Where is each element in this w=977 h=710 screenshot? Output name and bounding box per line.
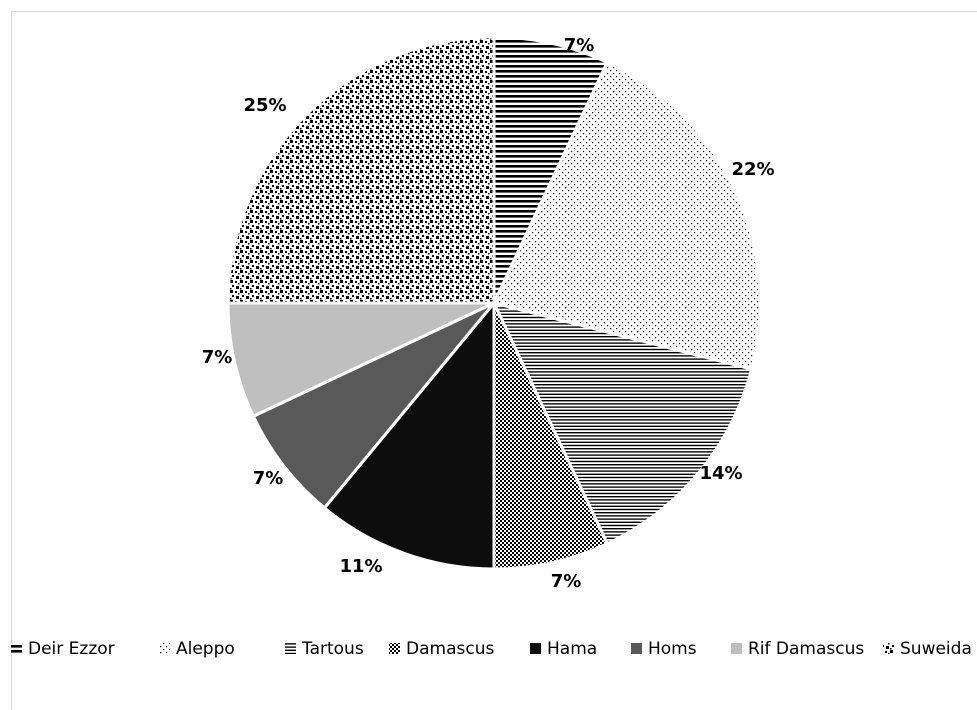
pie-slice-tartous bbox=[491, 300, 754, 546]
pie-slice-hama bbox=[322, 298, 496, 571]
pie-slice-suweida bbox=[226, 35, 496, 305]
legend-item-deir-ezzor: Deir Ezzor bbox=[11, 639, 115, 659]
pie-slice-deir-ezzor bbox=[492, 35, 610, 304]
legend: Deir Ezzor Aleppo Tartous Damascus Hama Homs R… bbox=[11, 639, 972, 659]
legend-item-suweida: Suweida bbox=[883, 639, 972, 659]
legend-label-suweida: Suweida bbox=[900, 639, 972, 659]
legend-item-damascus: Damascus bbox=[389, 639, 494, 659]
legend-label-damascus: Damascus bbox=[406, 639, 494, 659]
pie-slices bbox=[226, 35, 762, 571]
legend-swatch-tartous bbox=[285, 643, 296, 654]
legend-label-hama: Hama bbox=[547, 639, 597, 659]
data-label-hama: 11% bbox=[339, 556, 382, 577]
legend-item-homs: Homs bbox=[631, 639, 697, 659]
legend-item-hama: Hama bbox=[530, 639, 597, 659]
pie-slice-rif-damascus bbox=[226, 301, 495, 419]
data-label-homs: 7% bbox=[253, 468, 284, 489]
legend-label-deir-ezzor: Deir Ezzor bbox=[28, 639, 115, 659]
legend-swatch-damascus bbox=[389, 643, 400, 654]
legend-swatch-deir-ezzor bbox=[11, 643, 22, 654]
legend-label-homs: Homs bbox=[648, 639, 697, 659]
data-label-damascus: 7% bbox=[551, 571, 582, 592]
pie-slice-homs bbox=[251, 301, 496, 511]
data-label-tartous: 14% bbox=[699, 463, 742, 484]
legend-label-aleppo: Aleppo bbox=[176, 639, 235, 659]
legend-label-tartous: Tartous bbox=[301, 639, 364, 659]
legend-item-tartous: Tartous bbox=[285, 639, 364, 659]
legend-label-rif-damascus: Rif Damascus bbox=[748, 639, 864, 659]
data-label-deir-ezzor: 7% bbox=[564, 35, 595, 56]
data-label-suweida: 25% bbox=[243, 95, 286, 116]
legend-swatch-suweida bbox=[883, 643, 894, 654]
legend-swatch-aleppo bbox=[159, 643, 170, 654]
data-label-aleppo: 22% bbox=[731, 159, 774, 180]
pie-slice-aleppo bbox=[491, 60, 762, 371]
data-label-rif-damascus: 7% bbox=[202, 347, 233, 368]
legend-item-rif-damascus: Rif Damascus bbox=[731, 639, 864, 659]
pie-slice-damascus bbox=[492, 302, 610, 571]
legend-item-aleppo: Aleppo bbox=[159, 639, 235, 659]
legend-swatch-homs bbox=[631, 643, 642, 654]
legend-swatch-hama bbox=[530, 643, 541, 654]
legend-swatch-rif-damascus bbox=[731, 643, 742, 654]
pie-labels: 7% 22% 14% 7% 11% 7% 7% 25% bbox=[202, 35, 775, 592]
